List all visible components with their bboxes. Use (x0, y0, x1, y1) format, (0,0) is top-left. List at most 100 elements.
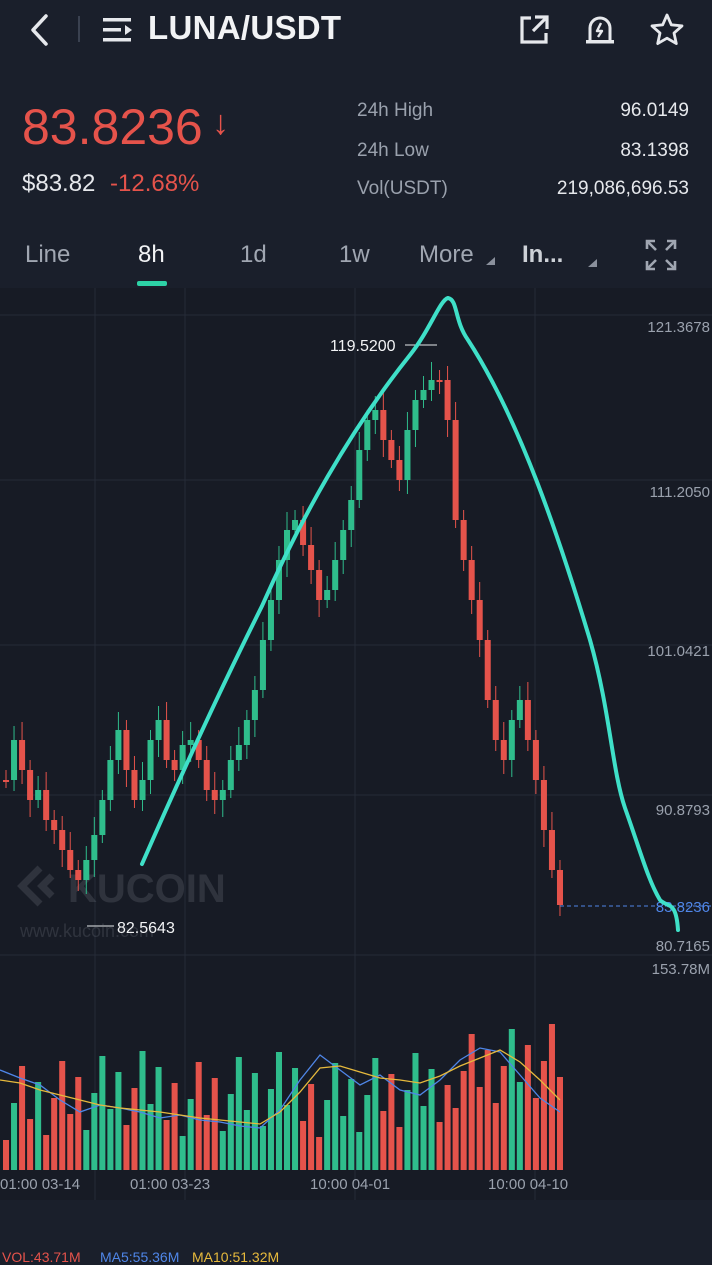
time-axis-label: 10:00 04-01 (310, 1176, 390, 1193)
candle (139, 780, 146, 800)
candle (356, 450, 363, 500)
candle (452, 420, 459, 520)
candle (468, 560, 475, 600)
volume-bar (147, 1104, 154, 1170)
volume-axis-max-label: 153.78M (652, 961, 710, 978)
candle (284, 530, 291, 560)
volume-bar (340, 1116, 347, 1170)
volume-bar (235, 1057, 242, 1170)
tab-8h[interactable]: 8h (138, 241, 165, 268)
volume-bar (155, 1067, 162, 1170)
candle (59, 830, 66, 850)
candle (380, 410, 387, 440)
volume-bar (412, 1053, 419, 1170)
candle (115, 730, 122, 760)
price-axis-label: 121.3678 (647, 319, 710, 336)
candlestick-chart[interactable]: KUCOIN www.kucoin.com 119.5200 82.5643 1… (0, 288, 712, 1265)
candle (436, 380, 443, 382)
volume-bars-layer (3, 1024, 563, 1170)
low-marker-label: 82.5643 (117, 920, 175, 937)
candle (548, 830, 555, 870)
candle (67, 850, 74, 870)
trading-pair-title[interactable]: LUNA/USDT (148, 9, 342, 46)
volume-bar (195, 1062, 202, 1170)
candle (107, 760, 114, 800)
candle (35, 790, 42, 800)
candle (51, 820, 58, 830)
candle (99, 800, 106, 835)
candle (251, 690, 258, 720)
candle (508, 720, 515, 760)
volume-legend-vol: VOL:43.71M (2, 1249, 81, 1265)
stat-24h-high-label: 24h High (357, 100, 434, 121)
tab-1d[interactable]: 1d (240, 241, 267, 268)
volume-bar (324, 1100, 331, 1170)
volume-bar (35, 1082, 42, 1170)
time-axis-label: 10:00 04-10 (488, 1176, 568, 1193)
candle (332, 560, 339, 590)
tab-line[interactable]: Line (25, 241, 71, 268)
volume-bar (107, 1109, 114, 1170)
tab-1w[interactable]: 1w (339, 241, 370, 268)
volume-bar (436, 1122, 443, 1170)
tab-indicators[interactable]: In... (522, 241, 564, 268)
volume-bar (468, 1034, 475, 1170)
volume-bar (484, 1050, 491, 1170)
stat-24h-high-value: 96.0149 (620, 100, 689, 121)
volume-bar (348, 1079, 355, 1170)
volume-bar (548, 1024, 555, 1170)
volume-bar (179, 1136, 186, 1170)
active-tab-indicator (137, 281, 167, 286)
volume-bar (59, 1061, 66, 1170)
candle (516, 700, 523, 720)
watermark-url: www.kucoin.com (19, 921, 154, 941)
candle (131, 770, 138, 800)
stat-volume-value: 219,086,696.53 (556, 178, 689, 199)
star-icon[interactable] (647, 10, 687, 50)
candle (275, 560, 282, 600)
candle (227, 760, 234, 790)
candle (267, 600, 274, 640)
volume-bar (267, 1089, 274, 1170)
stat-24h-low-label: 24h Low (357, 140, 429, 161)
back-arrow-icon[interactable] (20, 10, 60, 50)
candle (155, 720, 162, 740)
volume-bar (380, 1111, 387, 1170)
volume-bar (19, 1066, 26, 1170)
last-price: 83.8236 (22, 99, 203, 155)
candle (91, 835, 98, 860)
watermark-text: KUCOIN (68, 867, 226, 911)
time-axis-label: 01:00 03-14 (0, 1176, 80, 1193)
volume-bar (51, 1098, 58, 1170)
usd-price: $83.82 (22, 170, 96, 197)
time-axis-label: 01:00 03-23 (130, 1176, 210, 1193)
candle (195, 740, 202, 760)
share-icon[interactable] (514, 10, 554, 50)
volume-bar (163, 1120, 170, 1170)
volume-bar (251, 1073, 258, 1170)
volume-bar (131, 1088, 138, 1170)
volume-bar (444, 1085, 451, 1170)
volume-bar (532, 1098, 539, 1170)
fullscreen-icon[interactable] (644, 238, 678, 272)
menu-list-icon[interactable] (98, 10, 138, 50)
price-down-arrow-icon: ↓ (212, 104, 229, 142)
volume-bar (404, 1090, 411, 1170)
volume-bar (11, 1103, 18, 1170)
volume-bar (364, 1095, 371, 1170)
chart-canvas[interactable]: KUCOIN www.kucoin.com 119.5200 82.5643 1… (0, 288, 712, 1200)
price-axis-label: 111.2050 (650, 484, 710, 501)
candle (492, 700, 499, 740)
candle (203, 760, 210, 790)
volume-bar (3, 1140, 10, 1170)
volume-bar (428, 1069, 435, 1170)
candle (532, 740, 539, 780)
high-marker-label: 119.5200 (330, 338, 396, 355)
tab-more[interactable]: More (419, 241, 474, 268)
price-alert-icon[interactable] (580, 10, 620, 50)
volume-bar (91, 1093, 98, 1170)
candle (364, 420, 371, 450)
volume-bar (292, 1068, 299, 1170)
candle (292, 520, 299, 530)
volume-bar (99, 1056, 106, 1170)
